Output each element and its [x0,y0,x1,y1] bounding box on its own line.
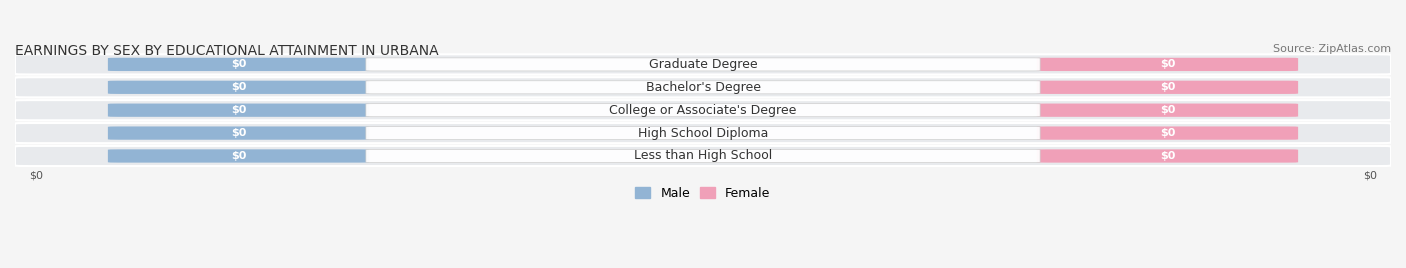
Text: Bachelor's Degree: Bachelor's Degree [645,81,761,94]
FancyBboxPatch shape [15,77,1391,97]
Text: $0: $0 [231,82,246,92]
FancyBboxPatch shape [15,146,1391,166]
Text: $0: $0 [231,105,246,115]
Text: $0: $0 [1160,82,1175,92]
FancyBboxPatch shape [366,150,1040,162]
FancyBboxPatch shape [366,58,1040,71]
FancyBboxPatch shape [1036,149,1298,163]
FancyBboxPatch shape [15,54,1391,75]
Text: $0: $0 [231,59,246,69]
Text: $0: $0 [1160,105,1175,115]
Text: $0: $0 [1364,171,1378,181]
FancyBboxPatch shape [366,126,1040,140]
Text: Less than High School: Less than High School [634,150,772,162]
Text: $0: $0 [231,128,246,138]
Legend: Male, Female: Male, Female [630,182,776,205]
Text: EARNINGS BY SEX BY EDUCATIONAL ATTAINMENT IN URBANA: EARNINGS BY SEX BY EDUCATIONAL ATTAINMEN… [15,44,439,58]
FancyBboxPatch shape [1036,126,1298,140]
FancyBboxPatch shape [366,81,1040,94]
FancyBboxPatch shape [15,123,1391,143]
FancyBboxPatch shape [108,103,370,117]
Text: College or Associate's Degree: College or Associate's Degree [609,104,797,117]
FancyBboxPatch shape [15,100,1391,120]
Text: High School Diploma: High School Diploma [638,126,768,140]
FancyBboxPatch shape [108,126,370,140]
FancyBboxPatch shape [366,104,1040,117]
Text: $0: $0 [1160,59,1175,69]
FancyBboxPatch shape [108,149,370,163]
Text: $0: $0 [1160,128,1175,138]
FancyBboxPatch shape [1036,81,1298,94]
FancyBboxPatch shape [108,58,370,71]
FancyBboxPatch shape [1036,58,1298,71]
FancyBboxPatch shape [1036,103,1298,117]
Text: $0: $0 [1160,151,1175,161]
Text: Graduate Degree: Graduate Degree [648,58,758,71]
Text: $0: $0 [28,171,42,181]
Text: Source: ZipAtlas.com: Source: ZipAtlas.com [1272,44,1391,54]
FancyBboxPatch shape [108,81,370,94]
Text: $0: $0 [231,151,246,161]
